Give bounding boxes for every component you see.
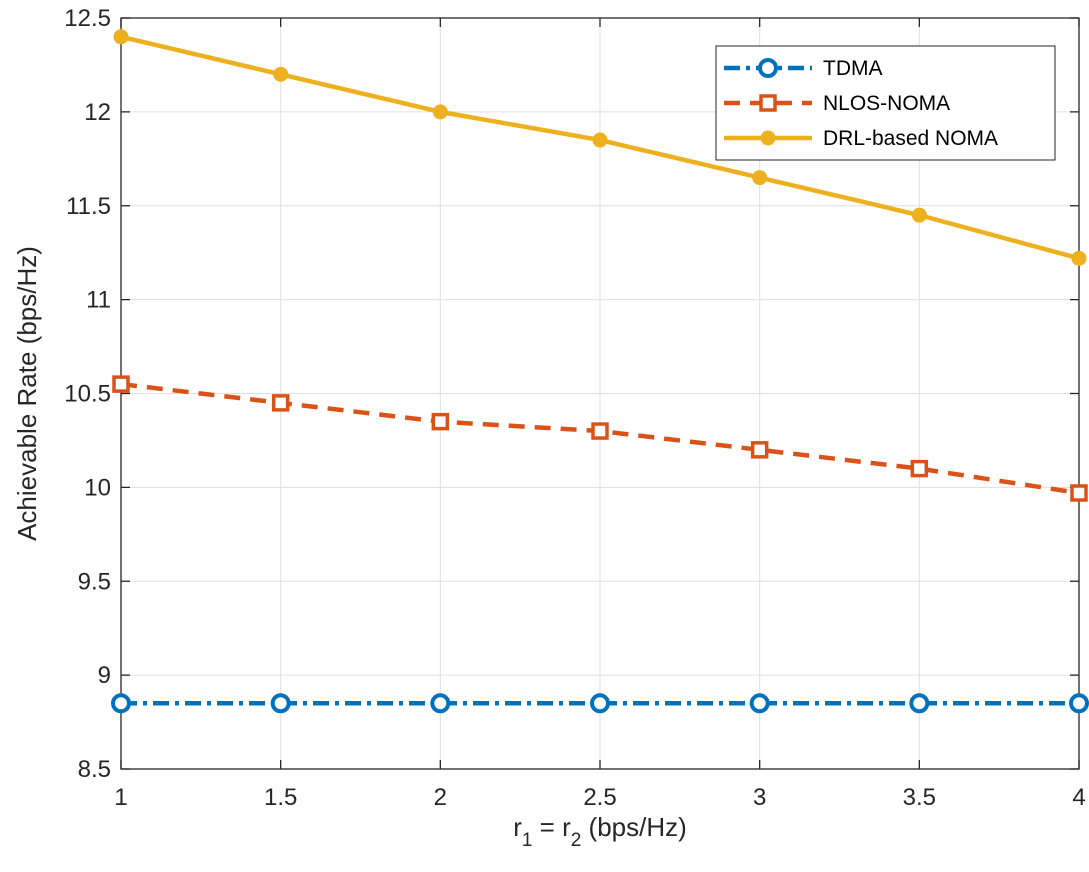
legend-swatch-marker	[758, 58, 778, 78]
x-tick-label: 4	[1072, 784, 1085, 811]
y-tick-label: 11	[86, 287, 111, 314]
data-point-drl-based-noma	[273, 66, 289, 82]
x-tick-label: 1.5	[264, 784, 297, 811]
legend-label: NLOS-NOMA	[823, 92, 950, 115]
data-point-nlos-noma	[591, 422, 609, 440]
x-tick-label: 2.5	[583, 784, 616, 811]
legend-swatch-marker	[759, 94, 777, 112]
legend-label: TDMA	[823, 57, 883, 80]
legend-label: DRL-based NOMA	[823, 127, 998, 150]
series-tdma	[111, 693, 1089, 714]
data-point-tdma	[909, 693, 930, 714]
y-tick-label: 8.5	[78, 756, 111, 783]
data-point-tdma	[270, 693, 291, 714]
x-tick-label: 3.5	[903, 784, 936, 811]
x-tick-label: 1	[114, 784, 127, 811]
data-point-drl-based-noma	[1071, 250, 1087, 266]
data-point-tdma	[430, 693, 451, 714]
x-tick-label: 3	[753, 784, 766, 811]
data-point-nlos-noma	[750, 441, 769, 459]
y-axis-label: Achievable Rate (bps/Hz)	[12, 246, 42, 541]
y-tick-label: 10	[84, 474, 111, 501]
data-point-nlos-noma	[431, 412, 450, 431]
x-tick-label: 2	[434, 784, 447, 811]
data-point-tdma	[749, 693, 770, 714]
data-point-nlos-noma	[910, 459, 929, 478]
data-point-nlos-noma	[271, 394, 290, 412]
y-tick-label: 9	[98, 662, 111, 689]
data-point-drl-based-noma	[911, 207, 927, 223]
data-point-drl-based-noma	[432, 104, 448, 120]
data-point-tdma	[1069, 693, 1089, 714]
series-nlos-noma	[112, 375, 1088, 502]
y-tick-label: 12.5	[64, 5, 111, 32]
y-tick-label: 12	[84, 99, 111, 126]
x-axis-label: r1 = r2 (bps/Hz)	[513, 812, 687, 851]
y-tick-label: 10.5	[64, 381, 111, 408]
legend: TDMA NLOS-NOMA DRL-based NOMA	[715, 45, 1056, 161]
data-point-drl-based-noma	[113, 29, 129, 45]
data-point-drl-based-noma	[592, 132, 608, 148]
data-point-nlos-noma	[112, 375, 130, 393]
y-tick-label: 9.5	[78, 568, 111, 595]
legend-item-drl-based-noma: DRL-based NOMA	[724, 127, 998, 150]
series-drl-based-noma	[113, 29, 1087, 266]
data-point-drl-based-noma	[752, 170, 768, 186]
series-group	[111, 29, 1089, 714]
legend-item-nlos-noma: NLOS-NOMA	[724, 92, 950, 115]
legend-item-tdma: TDMA	[724, 57, 883, 80]
legend-swatch-marker	[760, 130, 776, 146]
data-point-tdma	[590, 693, 610, 714]
data-point-tdma	[111, 693, 131, 714]
data-point-nlos-noma	[1070, 484, 1088, 502]
y-tick-label: 11.5	[66, 193, 111, 220]
